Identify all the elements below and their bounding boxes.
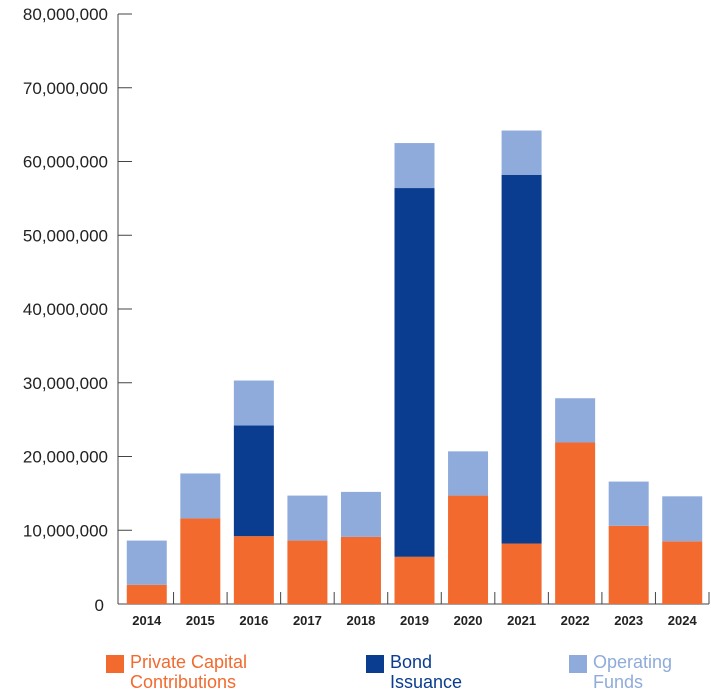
y-tick-label: 30,000,000 <box>23 374 108 393</box>
bar-2015-operating-funds <box>180 473 221 519</box>
legend: Private Capital Contributions Bond Issua… <box>0 652 711 696</box>
bar-2021-bond-issuance <box>501 174 542 544</box>
legend-label-private-capital: Private Capital Contributions <box>130 652 280 692</box>
y-tick-label: 50,000,000 <box>23 226 108 245</box>
x-tick-label-2021: 2021 <box>507 613 536 628</box>
legend-bond-line2: Issuance <box>390 672 463 692</box>
bar-2020-operating-funds <box>448 451 489 496</box>
bar-2023-operating-funds <box>608 481 649 526</box>
x-tick-label-2014: 2014 <box>132 613 162 628</box>
bar-2021-private-capital-contributions <box>501 543 542 604</box>
x-tick-label-2019: 2019 <box>400 613 429 628</box>
ticks: 0 10,000,000 20,000,000 30,000,000 40,000,00… <box>23 5 710 628</box>
bar-2014-operating-funds <box>126 540 167 585</box>
legend-label-bond-issuance: Bond Issuance <box>390 652 540 692</box>
bar-2020-private-capital-contributions <box>448 495 489 604</box>
legend-operating-line2: Funds <box>593 672 644 692</box>
bar-2019-private-capital-contributions <box>394 556 435 604</box>
bar-2024-private-capital-contributions <box>662 541 703 604</box>
bar-2021-operating-funds <box>501 130 542 175</box>
bar-2014-private-capital-contributions <box>126 584 167 604</box>
y-tick-label: 20,000,000 <box>23 448 108 467</box>
bar-2022-private-capital-contributions <box>555 442 596 604</box>
bar-2016-bond-issuance <box>233 425 274 537</box>
bar-2017-operating-funds <box>287 495 328 541</box>
legend-private-line2: Contributions <box>130 672 237 692</box>
y-tick-label: 40,000,000 <box>23 300 108 319</box>
legend-label-operating-funds: Operating Funds <box>593 652 711 692</box>
legend-bond-line1: Bond <box>390 652 433 672</box>
legend-item-bond-issuance: Bond Issuance <box>366 652 540 692</box>
y-tick-label: 0 <box>95 596 104 615</box>
x-tick-label-2015: 2015 <box>186 613 215 628</box>
bar-2018-private-capital-contributions <box>340 536 381 604</box>
bars <box>126 130 703 604</box>
bar-2022-operating-funds <box>555 398 596 443</box>
bar-2019-operating-funds <box>394 143 435 189</box>
legend-swatch-operating-funds <box>569 655 587 673</box>
legend-swatch-bond-issuance <box>366 655 384 673</box>
x-tick-label-2024: 2024 <box>668 613 698 628</box>
x-tick-label-2018: 2018 <box>346 613 375 628</box>
bar-2024-operating-funds <box>662 496 703 542</box>
stacked-bar-chart: 0 10,000,000 20,000,000 30,000,000 40,000,00… <box>23 5 710 628</box>
y-tick-label: 60,000,000 <box>23 153 108 172</box>
bar-2018-operating-funds <box>340 491 381 537</box>
bar-2017-private-capital-contributions <box>287 540 328 604</box>
bar-2016-private-capital-contributions <box>233 536 274 604</box>
bar-2015-private-capital-contributions <box>180 518 221 604</box>
x-tick-label-2017: 2017 <box>293 613 322 628</box>
legend-operating-line1: Operating <box>593 652 673 672</box>
y-tick-label: 10,000,000 <box>23 521 108 540</box>
legend-item-private-capital: Private Capital Contributions <box>106 652 280 692</box>
x-tick-label-2022: 2022 <box>561 613 590 628</box>
bar-2019-bond-issuance <box>394 188 435 557</box>
y-tick-label: 80,000,000 <box>23 5 108 24</box>
legend-swatch-private-capital <box>106 655 124 673</box>
legend-item-operating-funds: Operating Funds <box>569 652 711 692</box>
x-tick-label-2023: 2023 <box>614 613 643 628</box>
bar-2016-operating-funds <box>233 380 274 426</box>
legend-private-line1: Private Capital <box>130 652 248 672</box>
x-tick-label-2020: 2020 <box>454 613 483 628</box>
y-tick-label: 70,000,000 <box>23 79 108 98</box>
bar-2023-private-capital-contributions <box>608 525 649 604</box>
x-tick-label-2016: 2016 <box>239 613 268 628</box>
